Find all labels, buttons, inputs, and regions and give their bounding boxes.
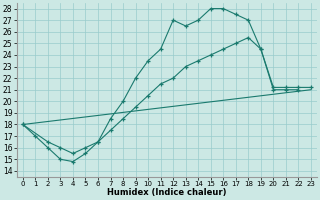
X-axis label: Humidex (Indice chaleur): Humidex (Indice chaleur) <box>107 188 227 197</box>
